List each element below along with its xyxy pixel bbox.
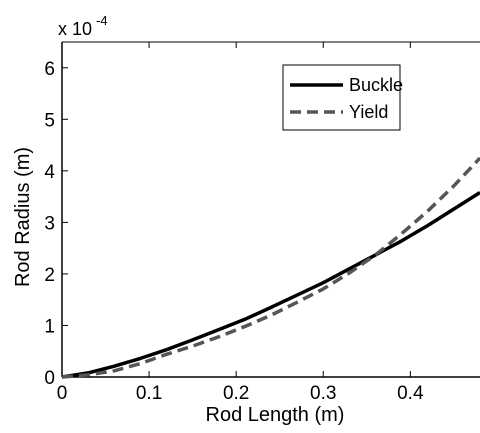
y-exponent-power: -4 [96, 13, 108, 28]
y-tick-label: 5 [44, 110, 55, 131]
series-line-buckle [61, 191, 480, 379]
y-tick-label: 6 [44, 59, 55, 80]
x-axis-label: Rod Length (m) [206, 404, 345, 426]
x-tick-label: 0.1 [136, 383, 162, 404]
plot-area [61, 156, 480, 379]
y-tick-label: 4 [44, 162, 55, 183]
y-exponent-base: x 10 [58, 19, 92, 39]
y-exponent-label: x 10 -4 [58, 13, 108, 39]
legend: Buckle Yield [282, 64, 403, 131]
x-tick-label: 0 [57, 383, 68, 404]
series-line-yield [61, 156, 480, 379]
y-tick-label: 3 [44, 213, 55, 234]
legend-box [282, 64, 401, 131]
y-tick-label: 0 [44, 368, 55, 389]
axes [61, 41, 480, 378]
legend-label-yield: Yield [349, 102, 388, 122]
x-tick-label: 0.3 [310, 383, 336, 404]
x-tick-label: 0.2 [223, 383, 249, 404]
x-tick-label: 0.4 [397, 383, 424, 404]
y-axis-label: Rod Radius (m) [12, 147, 34, 287]
y-tick-label: 2 [44, 265, 55, 286]
y-tick-label: 1 [44, 316, 55, 337]
tick-labels: 0 0.1 0.2 0.3 0.4 0 1 2 3 4 5 6 [44, 59, 424, 404]
legend-label-buckle: Buckle [349, 75, 403, 95]
